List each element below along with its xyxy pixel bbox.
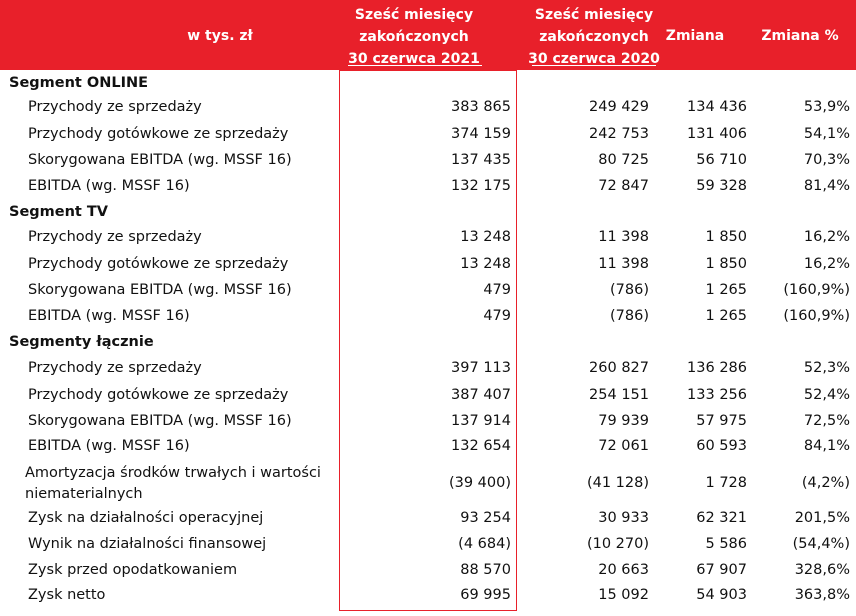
value-change-pct: 70,3% bbox=[803, 152, 850, 168]
value-2020: (10 270) bbox=[586, 536, 649, 552]
value-change: 54 903 bbox=[696, 587, 747, 603]
row-label: Wynik na działalności finansowej bbox=[28, 536, 267, 552]
value-2021: 383 865 bbox=[451, 99, 511, 115]
value-2020: 11 398 bbox=[598, 229, 649, 245]
value-change-pct: 16,2% bbox=[803, 256, 850, 272]
row-label: Przychody ze sprzedaży bbox=[28, 99, 202, 115]
row-label: Zysk przed opodatkowaniem bbox=[28, 562, 238, 578]
value-change: 67 907 bbox=[696, 562, 747, 578]
header-underline-2020 bbox=[532, 65, 656, 66]
value-change-pct: 53,9% bbox=[803, 99, 850, 115]
value-change-pct: (160,9%) bbox=[783, 282, 850, 298]
value-2020: 72 061 bbox=[598, 438, 649, 454]
value-2020: 260 827 bbox=[589, 360, 649, 376]
value-2020: 80 725 bbox=[598, 152, 649, 168]
value-2021: 374 159 bbox=[451, 126, 511, 142]
header-col-change-pct: Zmiana % bbox=[761, 28, 839, 44]
value-change: 1 850 bbox=[705, 229, 747, 245]
value-change: 136 286 bbox=[687, 360, 747, 376]
value-2021: 479 bbox=[483, 308, 511, 324]
value-change-pct: (54,4%) bbox=[792, 536, 850, 552]
value-change: 1 265 bbox=[705, 282, 747, 298]
value-2021: 387 407 bbox=[451, 387, 511, 403]
value-change-pct: 52,3% bbox=[803, 360, 850, 376]
value-change-pct: 84,1% bbox=[803, 438, 850, 454]
value-change: 59 328 bbox=[696, 178, 747, 194]
row-label: Przychody gotówkowe ze sprzedaży bbox=[28, 256, 289, 272]
row-label: Zysk na działalności operacyjnej bbox=[28, 510, 264, 526]
value-change-pct: 72,5% bbox=[803, 413, 850, 429]
value-change-pct: (160,9%) bbox=[783, 308, 850, 324]
header-col-2020: Sześć miesięcy zakończonych 30 czerwca 2… bbox=[528, 7, 660, 67]
header-col-2021: Sześć miesięcy zakończonych 30 czerwca 2… bbox=[348, 7, 480, 67]
row-label: EBITDA (wg. MSSF 16) bbox=[28, 178, 190, 194]
value-change: 60 593 bbox=[696, 438, 747, 454]
value-2021: 13 248 bbox=[460, 229, 511, 245]
table-header: w tys. zł Sześć miesięcy zakończonych 30… bbox=[0, 0, 856, 70]
value-2021: 479 bbox=[483, 282, 511, 298]
row-label: Przychody ze sprzedaży bbox=[28, 229, 202, 245]
header-col-change: Zmiana bbox=[665, 28, 725, 44]
value-change-pct: 363,8% bbox=[794, 587, 850, 603]
value-2021: 93 254 bbox=[460, 510, 511, 526]
header-underline-2021 bbox=[348, 65, 482, 66]
value-change: 62 321 bbox=[696, 510, 747, 526]
row-label: Amortyzacja środków trwałych i wartości … bbox=[25, 465, 321, 502]
value-2021: 13 248 bbox=[460, 256, 511, 272]
value-2020: 11 398 bbox=[598, 256, 649, 272]
value-2021: (39 400) bbox=[448, 475, 511, 491]
value-change-pct: 54,1% bbox=[803, 126, 850, 142]
header-unit-label: w tys. zł bbox=[187, 28, 253, 44]
value-2021: 397 113 bbox=[451, 360, 511, 376]
value-change: 133 256 bbox=[687, 387, 747, 403]
row-label: Skorygowana EBITDA (wg. MSSF 16) bbox=[28, 152, 292, 168]
value-2020: 20 663 bbox=[598, 562, 649, 578]
value-change: 1 265 bbox=[705, 308, 747, 324]
row-label: Zysk netto bbox=[28, 587, 106, 603]
value-2021: 69 995 bbox=[460, 587, 511, 603]
value-2021: 132 654 bbox=[451, 438, 511, 454]
value-change-pct: 81,4% bbox=[803, 178, 850, 194]
value-2021: (4 684) bbox=[458, 536, 511, 552]
value-2020: 79 939 bbox=[598, 413, 649, 429]
value-change: 57 975 bbox=[696, 413, 747, 429]
value-2020: 72 847 bbox=[598, 178, 649, 194]
value-2020: 254 151 bbox=[589, 387, 649, 403]
section-label: Segmenty łącznie bbox=[9, 334, 154, 350]
value-change: 5 586 bbox=[705, 536, 747, 552]
highlight-column-2021 bbox=[339, 70, 517, 611]
section-label: Segment ONLINE bbox=[9, 75, 149, 91]
value-2020: (786) bbox=[610, 282, 649, 298]
value-2021: 137 914 bbox=[451, 413, 511, 429]
value-2021: 132 175 bbox=[451, 178, 511, 194]
row-label: Przychody gotówkowe ze sprzedaży bbox=[28, 126, 289, 142]
value-change-pct: 52,4% bbox=[803, 387, 850, 403]
value-change: 134 436 bbox=[687, 99, 747, 115]
row-label: Skorygowana EBITDA (wg. MSSF 16) bbox=[28, 282, 292, 298]
value-2021: 137 435 bbox=[451, 152, 511, 168]
value-change-pct: 328,6% bbox=[794, 562, 850, 578]
row-label: Przychody gotówkowe ze sprzedaży bbox=[28, 387, 289, 403]
value-2020: 30 933 bbox=[598, 510, 649, 526]
section-label: Segment TV bbox=[9, 204, 109, 220]
row-label: Przychody ze sprzedaży bbox=[28, 360, 202, 376]
value-change-pct: 201,5% bbox=[794, 510, 850, 526]
row-label: EBITDA (wg. MSSF 16) bbox=[28, 438, 190, 454]
value-2020: (41 128) bbox=[586, 475, 649, 491]
value-2020: (786) bbox=[610, 308, 649, 324]
value-change: 131 406 bbox=[687, 126, 747, 142]
value-2020: 249 429 bbox=[589, 99, 649, 115]
row-label: EBITDA (wg. MSSF 16) bbox=[28, 308, 190, 324]
value-change: 1 850 bbox=[705, 256, 747, 272]
row-label: Skorygowana EBITDA (wg. MSSF 16) bbox=[28, 413, 292, 429]
value-change: 56 710 bbox=[696, 152, 747, 168]
value-2021: 88 570 bbox=[460, 562, 511, 578]
value-change: 1 728 bbox=[705, 475, 747, 491]
value-change-pct: (4,2%) bbox=[801, 475, 850, 491]
value-2020: 15 092 bbox=[598, 587, 649, 603]
value-2020: 242 753 bbox=[589, 126, 649, 142]
value-change-pct: 16,2% bbox=[803, 229, 850, 245]
